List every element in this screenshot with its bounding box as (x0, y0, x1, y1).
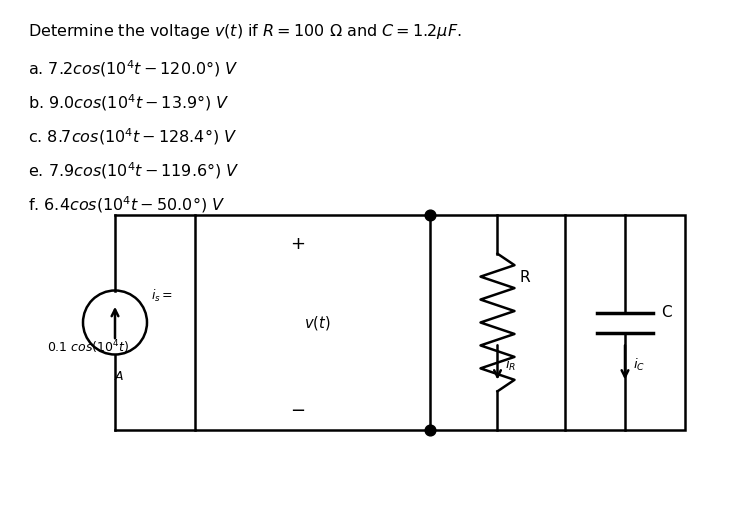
Text: $A$: $A$ (113, 371, 124, 383)
Text: R: R (520, 270, 530, 285)
Text: $i_s =$: $i_s =$ (151, 288, 173, 305)
Text: +: + (290, 235, 305, 253)
Text: f. 6.4$\it{cos}(10^4t - 50.0°)$ $V$: f. 6.4$\it{cos}(10^4t - 50.0°)$ $V$ (28, 194, 226, 215)
Text: $-$: $-$ (290, 400, 305, 418)
Point (424, 211, 436, 219)
Text: Determine the voltage $v(t)$ if $R = 100$ Ω and $C = 1.2\mu F$.: Determine the voltage $v(t)$ if $R = 100… (28, 22, 461, 41)
Text: $0.1\ cos(10^4t)$: $0.1\ cos(10^4t)$ (47, 338, 130, 356)
Text: $i_R$: $i_R$ (506, 356, 517, 373)
Bar (195, 215, 685, 430)
Point (424, 426, 436, 434)
Text: C: C (661, 305, 671, 320)
Text: e. 7.9$\it{cos}(10^4t - 119.6°)$ $V$: e. 7.9$\it{cos}(10^4t - 119.6°)$ $V$ (28, 160, 240, 181)
Text: c. 8.7$\it{cos}(10^4t - 128.4°)$ $V$: c. 8.7$\it{cos}(10^4t - 128.4°)$ $V$ (28, 126, 237, 147)
Text: a. 7.2$\it{cos}(10^4t - 120.0°)$ $V$: a. 7.2$\it{cos}(10^4t - 120.0°)$ $V$ (28, 58, 239, 79)
Text: $v(t)$: $v(t)$ (304, 313, 331, 331)
Text: $i_C$: $i_C$ (633, 356, 645, 373)
Text: b. 9.0$\it{cos}(10^4t - 13.9°)$ $V$: b. 9.0$\it{cos}(10^4t - 13.9°)$ $V$ (28, 92, 230, 113)
